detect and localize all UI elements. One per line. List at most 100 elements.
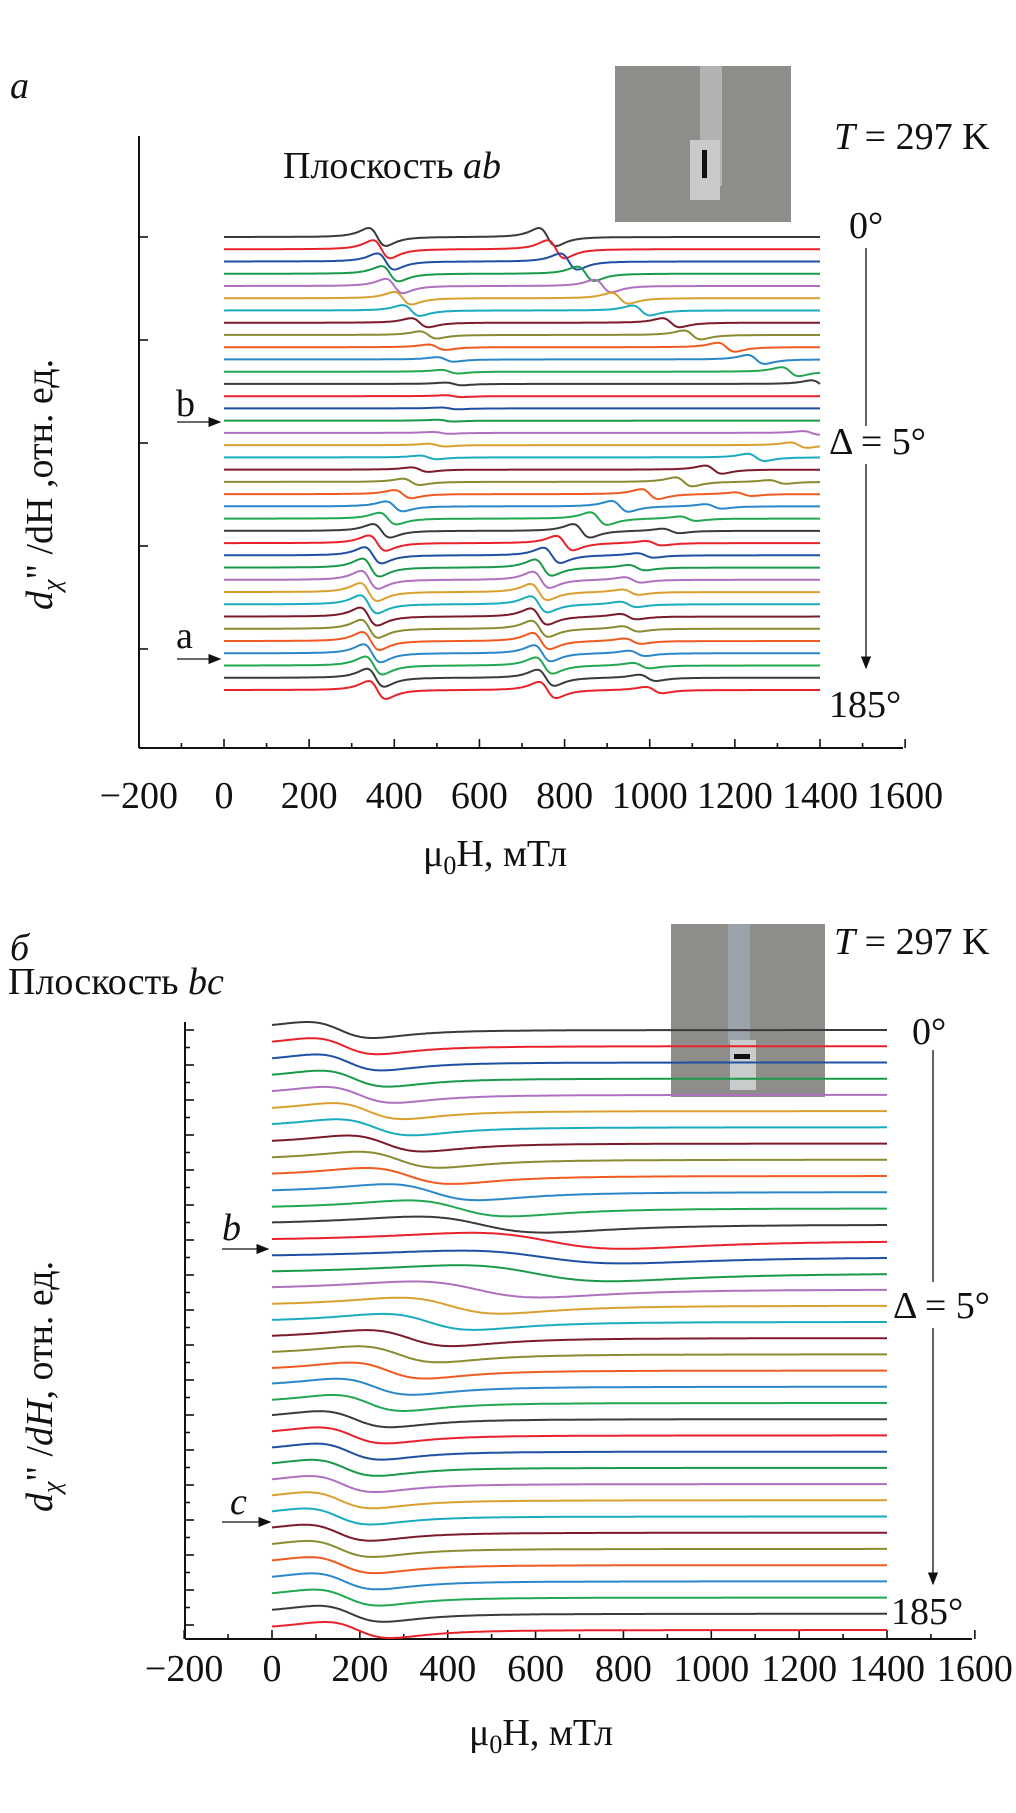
spectrum-curve-155deg	[271, 1523, 887, 1542]
x-tick-label: 0	[263, 1648, 282, 1690]
ylabel-d: d	[19, 1492, 61, 1512]
spectrum-curve-65deg	[272, 1231, 887, 1250]
x-tick-label: 200	[331, 1648, 388, 1690]
y-ticks	[139, 236, 148, 650]
spectrum-curve-15deg	[224, 265, 820, 283]
temperature-label: T = 297 K	[834, 116, 990, 158]
spectrum-curve-105deg	[272, 1361, 887, 1380]
x-tick-label: 1400	[782, 775, 858, 817]
photo-crystal	[734, 1054, 750, 1059]
x-tick-label: 1000	[612, 775, 688, 817]
spectrum-curve-60deg	[272, 1215, 887, 1234]
ylabel-units: , отн. ед.	[19, 1261, 61, 1400]
panel-a: a Плоскость ab T = 297 K −200 0 200 400 600 8…	[10, 65, 990, 880]
xlabel-text: H, мТл	[456, 833, 567, 875]
spectrum-curve-10deg	[224, 252, 820, 271]
x-tick-label: 600	[451, 775, 508, 817]
spectrum-curve-95deg	[272, 1329, 887, 1348]
spectrum-curve-130deg	[271, 1442, 887, 1461]
spectrum-curve-110deg	[224, 500, 820, 513]
spectrum-curve-170deg	[224, 643, 820, 664]
xlabel-sub: 0	[443, 851, 456, 880]
angle-step-label: Δ = 5°	[893, 1285, 990, 1327]
spectrum-curve-170deg	[271, 1572, 887, 1591]
x-ticks	[138, 739, 906, 748]
spectrum-curve-45deg	[271, 1167, 887, 1185]
x-tick-label: 1000	[673, 1648, 749, 1690]
spectrum-curve-120deg	[224, 523, 820, 539]
temperature-symbol: T	[834, 116, 858, 158]
spectrum-curve-115deg	[224, 511, 820, 526]
ylabel-sub: χ	[37, 579, 66, 594]
photo-crystal	[702, 150, 707, 178]
spectrum-curve-120deg	[271, 1410, 887, 1429]
spectrum-curve-30deg	[224, 304, 820, 317]
spectrum-curve-80deg	[224, 430, 821, 436]
ylabel-dh: dH	[19, 1397, 61, 1446]
spectrum-curve-185deg	[271, 1621, 887, 1639]
spectrum-curve-85deg	[271, 1296, 887, 1315]
plane-title: Плоскость ab	[283, 145, 501, 187]
spectrum-curve-150deg	[224, 594, 820, 615]
spectrum-curve-135deg	[271, 1458, 887, 1477]
spectrum-curve-35deg	[224, 317, 820, 329]
plane-title: Плоскость bc	[8, 961, 224, 1003]
spectrum-curve-75deg	[271, 1264, 887, 1283]
angle-end-label: 185°	[829, 684, 901, 726]
temperature-value: = 297 K	[855, 921, 990, 963]
spectrum-curve-150deg	[271, 1507, 887, 1526]
spectrum-curve-75deg	[224, 418, 820, 423]
angle-end-label: 185°	[891, 1591, 963, 1633]
x-tick-label: −200	[100, 775, 178, 817]
panel-label: a	[10, 65, 29, 107]
spectrum-curve-180deg	[224, 667, 820, 688]
x-tick-label: 1200	[697, 775, 773, 817]
spectrum-curve-80deg	[271, 1280, 887, 1299]
spectrum-curve-5deg	[224, 239, 820, 260]
x-tick-label: 0	[215, 775, 234, 817]
spectrum-curve-155deg	[224, 606, 820, 627]
spectrum-curve-40deg	[271, 1150, 887, 1169]
xlabel-text: H, мТл	[502, 1712, 613, 1754]
spectrum-curve-175deg	[224, 655, 820, 676]
sample-photo	[671, 924, 825, 1097]
spectrum-curve-110deg	[271, 1377, 887, 1396]
spectrum-curve-50deg	[271, 1183, 887, 1202]
spectrum-curve-0deg	[224, 226, 820, 248]
y-axis-label: dχ" /dH ,отн. ед.	[19, 359, 66, 610]
panel-b: б Плоскость bc T = 297 K −200 0 200 400 600 8…	[8, 921, 1013, 1759]
spectrum-curve-0deg	[271, 1021, 887, 1039]
x-tick-label: 400	[419, 1648, 476, 1690]
x-tick-label: 200	[281, 775, 338, 817]
spectrum-curve-185deg	[224, 679, 820, 701]
plane-title-italic: ab	[463, 145, 501, 187]
y-axis-label: dχ" /dH, отн. ед.	[19, 1261, 66, 1512]
spectrum-curve-20deg	[224, 277, 820, 295]
plane-title-italic: bc	[188, 961, 224, 1003]
spectrum-curve-70deg	[224, 406, 820, 411]
spectrum-curve-125deg	[271, 1426, 887, 1445]
spectrum-curve-160deg	[271, 1539, 887, 1558]
spectrum-curve-165deg	[224, 630, 820, 652]
spectrum-curve-140deg	[224, 569, 820, 590]
panel-label: б	[10, 927, 31, 969]
xlabel-sub: 0	[489, 1730, 502, 1759]
temperature-value: = 297 K	[855, 116, 990, 158]
spectrum-curve-90deg	[271, 1312, 887, 1331]
spectrum-curve-50deg	[224, 354, 820, 365]
x-tick-label: 600	[507, 1648, 564, 1690]
spectrum-curve-85deg	[224, 441, 821, 449]
spectrum-curve-35deg	[271, 1134, 887, 1153]
spectrum-curve-15deg	[271, 1069, 887, 1088]
spectrum-curve-145deg	[224, 581, 820, 603]
spectrum-curve-20deg	[271, 1085, 887, 1104]
angle-step-label: Δ = 5°	[829, 421, 926, 463]
marker-label-c: c	[230, 1481, 247, 1523]
angle-start-label: 0°	[912, 1011, 946, 1053]
x-tick-labels: −200 0 200 400 600 800 1000 1200 1400 1600	[145, 1648, 1013, 1690]
x-tick-labels: −200 0 200 400 600 800 1000 1200 1400 1600	[100, 775, 944, 817]
spectrum-curve-95deg	[224, 464, 820, 475]
x-tick-label: 1400	[849, 1648, 925, 1690]
spectrum-curve-40deg	[224, 329, 820, 341]
